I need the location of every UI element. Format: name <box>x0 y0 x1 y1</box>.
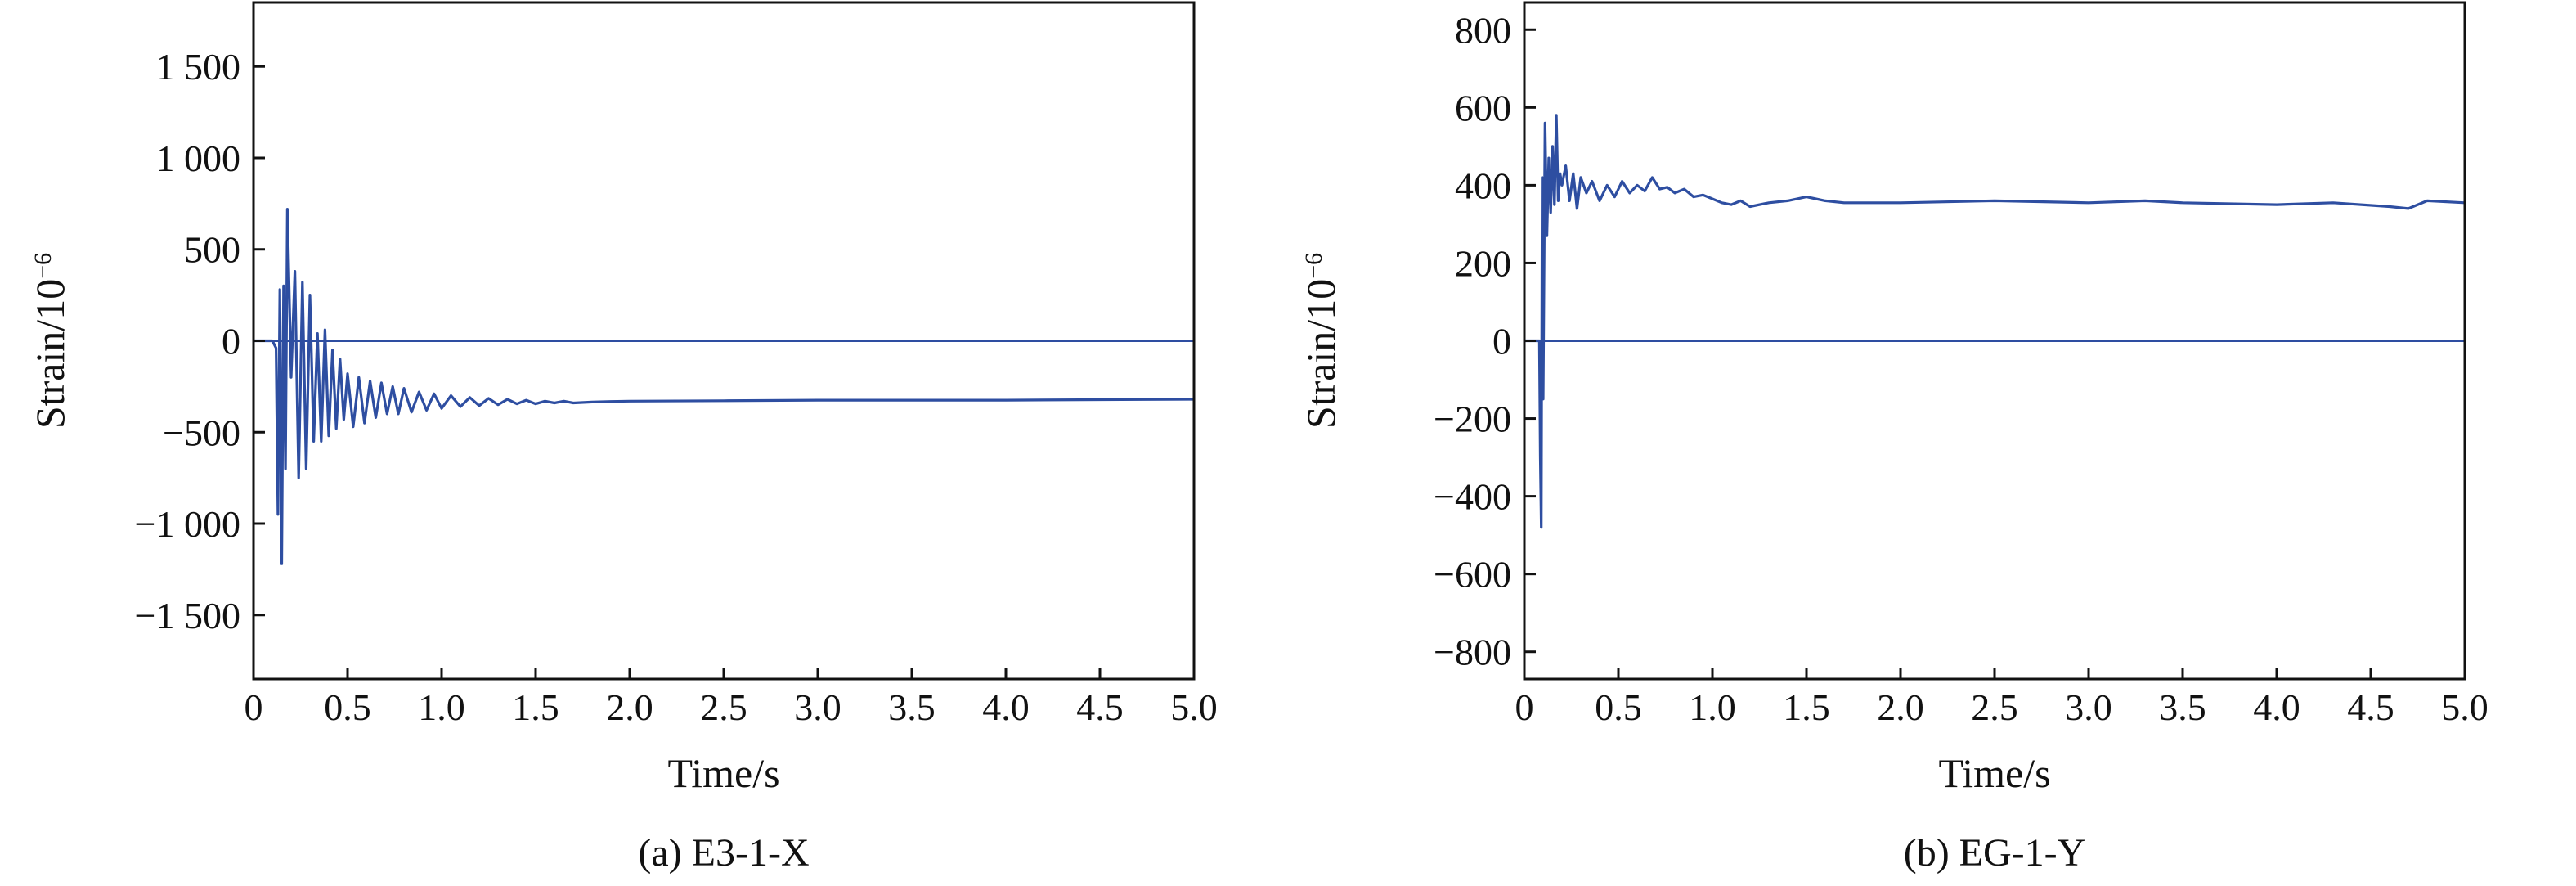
y-tick-label-a: −500 <box>163 412 240 453</box>
y-tick-label-b: −600 <box>1434 554 1511 596</box>
y-tick-label-b: 400 <box>1455 164 1511 206</box>
y-tick-label-a: 500 <box>184 229 240 271</box>
y-tick-label-a: 1 500 <box>156 46 241 88</box>
caption-b: (b) EG-1-Y <box>1904 831 2086 875</box>
x-tick-label-a: 2.0 <box>606 686 653 728</box>
x-tick-label-a: 4.5 <box>1076 686 1124 728</box>
y-tick-label-b: −400 <box>1434 476 1511 518</box>
x-tick-label-a: 1.5 <box>512 686 559 728</box>
x-tick-label-b: 5.0 <box>2441 686 2488 728</box>
x-tick-label-b: 1.0 <box>1689 686 1736 728</box>
x-tick-label-b: 2.5 <box>1971 686 2018 728</box>
x-tick-label-b: 4.0 <box>2253 686 2300 728</box>
caption-a: (a) E3-1-X <box>638 831 809 875</box>
y-tick-label-b: 0 <box>1492 321 1511 362</box>
x-tick-label-a: 5.0 <box>1170 686 1218 728</box>
y-tick-label-b: −200 <box>1434 398 1511 440</box>
y-tick-label-b: 800 <box>1455 9 1511 51</box>
xlabel-b: Time/s <box>1938 750 2050 796</box>
strain-series-line-b <box>1524 114 2466 529</box>
x-tick-label-a: 0.5 <box>324 686 371 728</box>
x-tick-label-b: 0 <box>1515 686 1534 728</box>
x-tick-label-a: 2.5 <box>700 686 747 728</box>
plot-area-a: 0 0.5 1.0 1.5 2.0 2.5 3.0 3.5 4.0 4.5 5.0 −1 500 −1 … <box>135 1 1218 728</box>
chart-panel-a: 0 0.5 1.0 1.5 2.0 2.5 3.0 3.5 4.0 4.5 5.0 −1 500 −1 … <box>27 1 1218 875</box>
plot-area-b: 0 0.5 1.0 1.5 2.0 2.5 3.0 3.5 4.0 4.5 5.0 −800 −600 −… <box>1434 1 2488 728</box>
strain-series-line-a <box>254 208 1195 565</box>
y-tick-label-b: 600 <box>1455 87 1511 128</box>
x-tick-label-b: 3.5 <box>2159 686 2206 728</box>
y-tick-label-a: −1 000 <box>135 503 240 545</box>
chart-panel-b: 0 0.5 1.0 1.5 2.0 2.5 3.0 3.5 4.0 4.5 5.0 −800 −600 −… <box>1298 1 2488 875</box>
x-tick-label-a: 3.0 <box>794 686 841 728</box>
y-tick-label-b: −800 <box>1434 632 1511 673</box>
y-tick-label-b: 200 <box>1455 242 1511 284</box>
ylabel-a: Strain/10−6 <box>27 253 73 429</box>
xlabel-a: Time/s <box>667 750 779 796</box>
x-tick-label-b: 4.5 <box>2347 686 2394 728</box>
y-tick-label-a: −1 500 <box>135 595 240 636</box>
x-tick-label-b: 3.0 <box>2065 686 2112 728</box>
x-tick-label-b: 0.5 <box>1595 686 1642 728</box>
x-tick-label-b: 2.0 <box>1877 686 1924 728</box>
x-tick-label-b: 1.5 <box>1783 686 1830 728</box>
x-tick-label-a: 1.0 <box>418 686 465 728</box>
y-tick-label-a: 0 <box>222 321 240 362</box>
x-tick-label-a: 4.0 <box>982 686 1030 728</box>
x-tick-label-a: 0 <box>245 686 263 728</box>
ylabel-b: Strain/10−6 <box>1298 253 1344 429</box>
x-tick-label-a: 3.5 <box>888 686 936 728</box>
y-tick-label-a: 1 000 <box>156 137 241 179</box>
